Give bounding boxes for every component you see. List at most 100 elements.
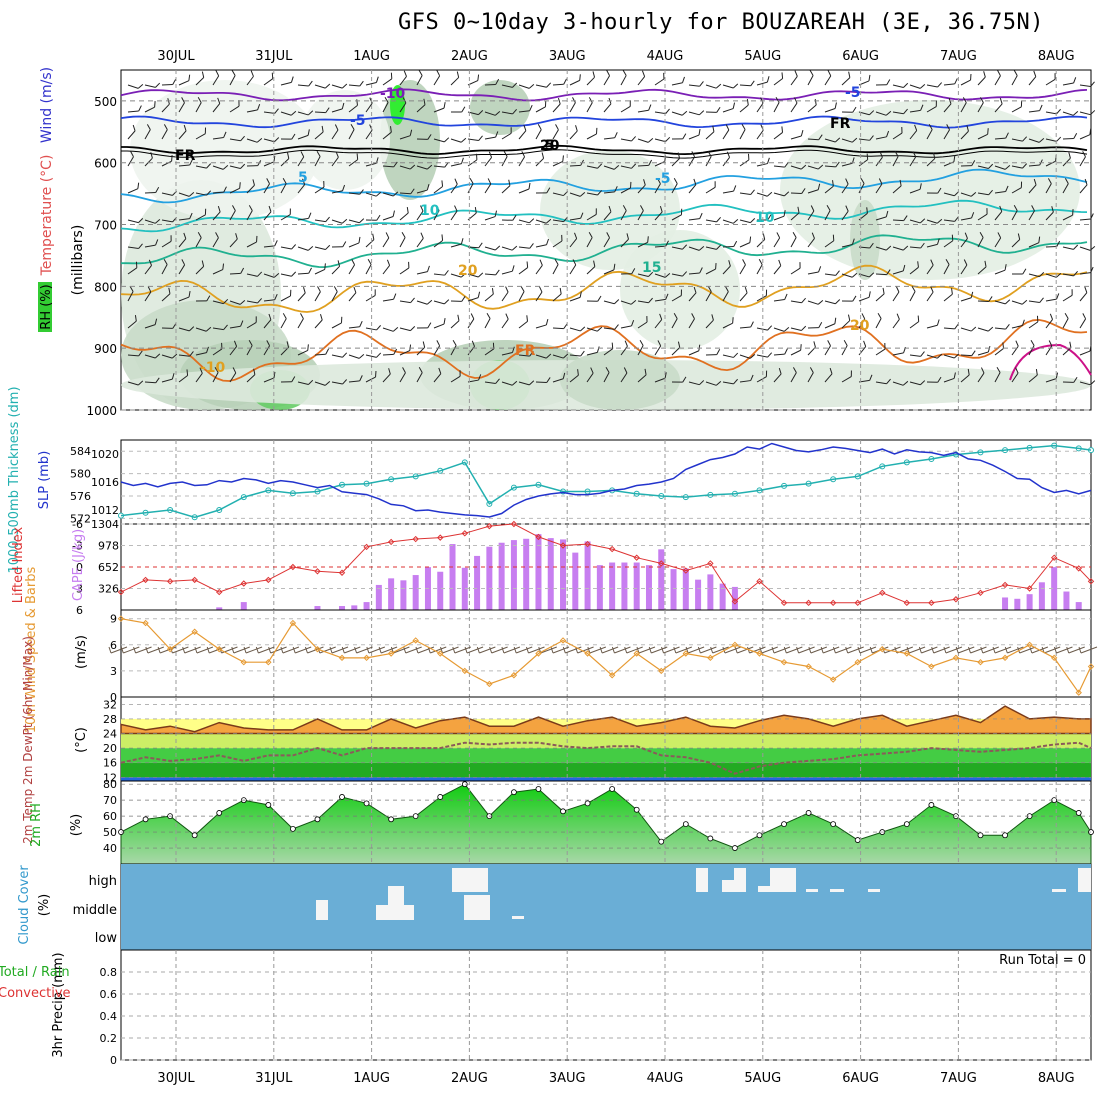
wind-barb [943,323,959,330]
wind-barb [875,343,886,356]
wind-barb [246,205,253,221]
wind-barb [1011,70,1018,86]
wind-barb [263,313,272,329]
wind-barb [773,646,791,654]
wind-barb [535,82,552,88]
wind-barb [246,298,263,304]
cape-label: CAPE (J/kg) [71,529,86,601]
wind-barb [1028,205,1035,221]
slp-label: SLP (mb) [37,451,52,510]
wind-barb [295,646,312,654]
wind-barb [1028,104,1043,113]
wind-barb [233,646,250,654]
wind-barb [1062,209,1074,221]
cape-bar [609,562,616,610]
wind-barb [994,342,1005,356]
precip-total-label: Total / Rain [0,965,70,980]
wind-barb [258,646,275,654]
wind-barb [1045,340,1053,356]
date-label-top: 2AUG [451,49,488,64]
wind-barb [926,100,937,113]
wind-barb [263,340,271,356]
wind-barb [722,218,739,224]
cape-bar [633,562,640,610]
wind-barb [297,379,314,386]
wind-barb [144,353,161,359]
wind-barb [688,151,696,167]
wind10-unit: (m/s) [74,635,89,669]
wind-barb [280,271,297,277]
wind-barb [178,192,195,197]
wind-barb [433,318,446,329]
wind-barb [552,287,562,302]
wind-barb [1079,151,1086,167]
rh-point [265,802,272,808]
wind-barb [314,216,330,223]
wind-barb [433,102,446,113]
wind-barb [552,124,559,140]
wind-barb [773,72,784,86]
wind-barb [368,646,386,654]
wind-barb [1079,213,1094,221]
wind-barb [687,646,705,654]
wind-barb [756,259,763,275]
cape-bar [1014,598,1021,610]
wind-barb [994,70,1001,86]
y-tick-label: 576 [70,490,91,503]
wind-barb [178,97,185,113]
wind-barb [110,646,128,654]
wind-barb [977,97,984,113]
cape-bar [670,569,677,610]
cape-bar [645,565,652,610]
temperature-contour [121,144,1088,156]
rh2m-label: 2m RH [29,803,44,847]
wind-barb [1011,181,1023,194]
lifted-index-point [658,560,665,567]
date-label-bottom: 30JUL [157,1071,195,1086]
wind-barb [569,369,579,383]
date-label-bottom: 7AUG [940,1071,977,1086]
wind-barb [586,326,603,332]
wind-barb [552,155,564,167]
wind-barb [535,353,552,359]
wind-barb [977,296,993,302]
cloud-background [121,864,1091,950]
wind-barb [450,157,464,167]
wind-barb [620,233,629,248]
wind-barb [773,348,788,356]
contour-label: FR [515,343,536,359]
cape-bar [523,538,530,610]
wind-barb [1062,289,1073,302]
wind-barb [1011,367,1019,383]
wind-barb [416,205,424,221]
rh-point [707,835,714,842]
wind-barb [620,181,632,194]
y-tick-label: 12 [103,771,117,784]
wind-barb [773,97,780,113]
wind-speed-point [658,667,665,675]
wind-barb [484,210,498,221]
wind-speed-point [535,650,542,657]
wind-speed-point [437,650,444,657]
wind-barb [636,646,640,654]
wind-barb [705,380,722,386]
wind-barb [382,72,393,86]
wind-barb [994,97,1003,113]
rh-point [805,810,812,816]
wind-barb [314,107,330,114]
wind-speed-line [120,618,1092,694]
wind-barb [552,646,570,654]
wind-barb [773,126,784,140]
y-tick-label: 0.6 [100,988,118,1001]
pressure-tick: 1000 [86,404,117,418]
wind-barb [229,320,244,329]
wind-barb [433,367,442,383]
wind-barb [586,295,602,302]
cape-bar [1026,594,1033,610]
wind-barb [331,83,348,89]
wind-barb [710,646,714,654]
rh-point [609,786,616,792]
wind-barb [977,367,985,383]
wind-barb [1011,319,1025,329]
rh-point [216,810,223,816]
